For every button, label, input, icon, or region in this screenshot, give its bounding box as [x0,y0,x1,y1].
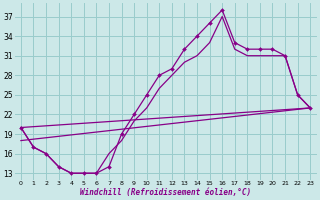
X-axis label: Windchill (Refroidissement éolien,°C): Windchill (Refroidissement éolien,°C) [80,188,251,197]
